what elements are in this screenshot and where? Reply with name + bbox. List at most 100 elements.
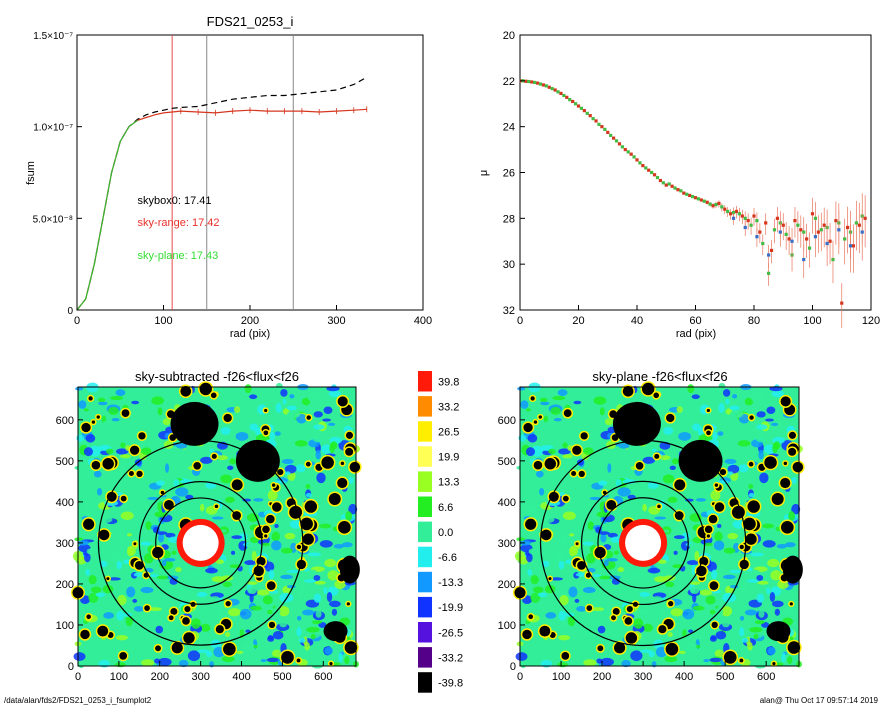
map-noise-blob <box>559 594 569 606</box>
profile-point <box>594 119 598 123</box>
profile-point <box>714 202 718 207</box>
mask-blob <box>134 561 144 570</box>
map-noise-blob <box>78 400 87 409</box>
mask-blob <box>144 605 150 611</box>
map-noise-blob <box>324 558 337 568</box>
map-noise-blob <box>674 584 684 595</box>
map-noise-blob <box>642 623 653 632</box>
map-noise-blob <box>642 456 655 464</box>
map-noise-blob <box>348 477 354 484</box>
map-noise-blob <box>209 448 214 452</box>
map-noise-blob <box>703 659 710 663</box>
map-noise-blob <box>281 458 294 465</box>
map-x-tick-label: 300 <box>634 671 652 683</box>
map-noise-blob <box>738 464 749 473</box>
map-noise-blob <box>231 550 236 555</box>
map-noise-blob <box>217 608 223 620</box>
map-noise-blob <box>633 618 644 629</box>
map-noise-blob <box>313 593 322 603</box>
map-noise-blob <box>692 423 701 432</box>
map-noise-blob <box>73 652 86 661</box>
map-noise-blob <box>286 585 296 589</box>
map-noise-blob <box>247 586 257 595</box>
map-x-tick-label: 200 <box>593 671 611 683</box>
aperture-ring <box>97 440 304 646</box>
map-noise-blob <box>298 638 306 643</box>
map-y-tick-label: 300 <box>56 538 74 550</box>
mask-blob <box>300 517 313 531</box>
map-noise-blob <box>582 586 596 594</box>
colorbar-label: 0.0 <box>438 527 453 539</box>
map-noise-blob <box>519 540 531 546</box>
map-noise-blob <box>253 644 258 649</box>
mask-blob <box>714 483 719 487</box>
profile-point <box>734 209 739 214</box>
mask-blob <box>306 415 311 420</box>
profile-point <box>813 235 818 239</box>
map-noise-blob <box>657 559 667 564</box>
map-noise-blob <box>732 394 738 399</box>
profile-point <box>629 152 633 156</box>
mask-blob <box>572 445 582 455</box>
sky-plane-title: sky-plane -f26<flux<f26 <box>592 369 727 384</box>
map-noise-blob <box>147 496 159 501</box>
map-noise-blob <box>245 629 251 633</box>
map-noise-blob <box>229 458 237 465</box>
colorbar-label: 19.9 <box>438 452 459 464</box>
profile-point <box>664 183 668 187</box>
map-noise-blob <box>257 589 270 596</box>
map-noise-blob <box>654 516 667 520</box>
mask-blob <box>184 605 191 613</box>
mask-blob <box>289 505 303 519</box>
colorbar-label: -13.3 <box>438 577 463 589</box>
map-noise-blob <box>102 420 117 425</box>
map-noise-blob <box>727 532 739 540</box>
profile-y-tick-label: 26 <box>503 168 515 180</box>
aperture-ring <box>138 480 263 605</box>
map-noise-blob <box>687 384 695 394</box>
map-noise-blob <box>691 564 696 576</box>
map-y-tick-label: 500 <box>56 456 74 468</box>
map-noise-blob <box>632 571 644 579</box>
map-noise-blob <box>723 574 736 580</box>
profile-point <box>535 81 540 85</box>
profile-series <box>519 79 867 329</box>
colorbar-swatch <box>418 647 432 668</box>
mask-blob <box>271 483 276 487</box>
map-x-tick-label: 400 <box>232 671 250 683</box>
map-noise-blob <box>611 578 621 585</box>
colorbar: 39.8 33.2 26.5 19.9 13.3 6.6 0.0 -6.6 -13.3 -19.9… <box>418 371 463 693</box>
mask-blob <box>96 415 100 419</box>
map-x-tick-label: 100 <box>110 671 128 683</box>
map-noise-blob <box>617 567 625 573</box>
profile-point <box>655 175 660 180</box>
sky-plane-x-ticks: 0 100 200 300 400 500 600 <box>517 661 775 683</box>
map-noise-blob <box>765 418 774 422</box>
map-noise-blob <box>287 410 301 418</box>
map-noise-blob <box>128 545 136 556</box>
map-noise-blob <box>200 623 211 632</box>
map-noise-blob <box>90 586 102 593</box>
footer-timestamp: alan@ Thu Oct 17 09:57:14 2019 <box>760 696 879 705</box>
map-noise-blob <box>78 660 85 669</box>
map-noise-blob <box>639 649 652 653</box>
profile-plot-frame <box>519 34 872 311</box>
map-noise-blob <box>165 532 176 538</box>
mask-blob <box>658 625 667 634</box>
map-noise-blob <box>141 659 155 667</box>
map-noise-blob <box>313 411 323 418</box>
fsum-x-tick-label: 100 <box>154 315 172 327</box>
map-noise-blob <box>533 586 544 593</box>
map-noise-blob <box>586 553 596 564</box>
map-noise-blob <box>721 605 733 617</box>
map-noise-blob <box>127 533 133 537</box>
profile-point <box>620 145 624 149</box>
profile-point <box>813 216 818 220</box>
profile-point <box>573 102 578 106</box>
map-noise-blob <box>587 521 594 531</box>
mask-blob <box>281 651 294 664</box>
profile-point <box>743 216 747 220</box>
mask-blob <box>563 409 572 418</box>
map-noise-blob <box>286 569 300 574</box>
map-noise-blob <box>685 642 698 653</box>
